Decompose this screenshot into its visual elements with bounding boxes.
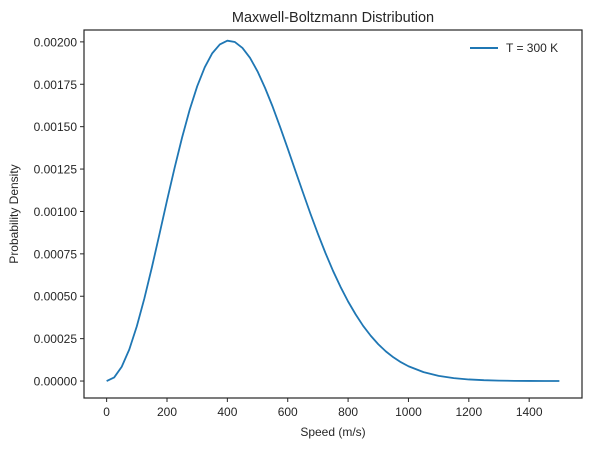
x-tick-label: 400 bbox=[217, 405, 237, 419]
x-tick-label: 200 bbox=[157, 405, 177, 419]
y-tick-label: 0.00175 bbox=[34, 78, 78, 92]
x-tick-label: 800 bbox=[338, 405, 358, 419]
y-tick-label: 0.00050 bbox=[34, 290, 78, 304]
x-tick-label: 1000 bbox=[395, 405, 422, 419]
plot-area bbox=[83, 29, 583, 399]
y-tick-label: 0.00150 bbox=[34, 120, 78, 134]
y-tick-label: 0.00125 bbox=[34, 163, 78, 177]
y-tick-label: 0.00075 bbox=[34, 247, 78, 261]
y-tick-label: 0.00200 bbox=[34, 35, 78, 49]
x-tick-label: 0 bbox=[103, 405, 110, 419]
series-line-t-300k bbox=[106, 39, 560, 382]
y-axis-ticks: 0.00000 0.00025 0.00050 0.00075 0.00100 0.001… bbox=[34, 35, 84, 389]
x-tick-label: 600 bbox=[278, 405, 298, 419]
x-axis-label: Speed (m/s) bbox=[300, 425, 365, 439]
y-axis-label: Probability Density bbox=[7, 164, 21, 263]
legend: T = 300 K bbox=[470, 41, 558, 55]
x-tick-label: 1200 bbox=[455, 405, 482, 419]
y-tick-label: 0.00100 bbox=[34, 205, 78, 219]
legend-label: T = 300 K bbox=[506, 41, 558, 55]
x-axis-ticks: 0 200 400 600 800 1000 1200 1400 bbox=[103, 398, 543, 419]
series-layer bbox=[106, 39, 560, 382]
x-tick-label: 1400 bbox=[516, 405, 543, 419]
y-tick-label: 0.00000 bbox=[34, 375, 78, 389]
chart-title: Maxwell-Boltzmann Distribution bbox=[232, 10, 434, 26]
y-tick-label: 0.00025 bbox=[34, 332, 78, 346]
